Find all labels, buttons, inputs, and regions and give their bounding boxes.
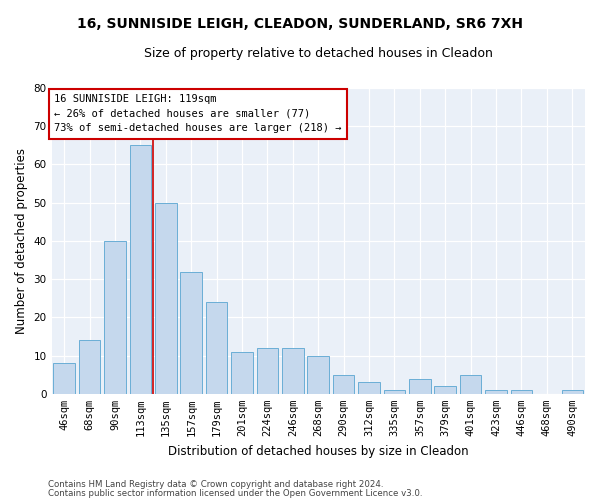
Bar — [155, 202, 176, 394]
Bar — [333, 374, 355, 394]
Bar — [53, 363, 75, 394]
Bar — [282, 348, 304, 394]
Bar — [104, 241, 126, 394]
Bar — [79, 340, 100, 394]
Bar — [206, 302, 227, 394]
Bar — [485, 390, 507, 394]
Text: Contains HM Land Registry data © Crown copyright and database right 2024.: Contains HM Land Registry data © Crown c… — [48, 480, 383, 489]
Bar — [383, 390, 405, 394]
Bar — [562, 390, 583, 394]
Bar — [434, 386, 456, 394]
X-axis label: Distribution of detached houses by size in Cleadon: Distribution of detached houses by size … — [168, 444, 469, 458]
Text: 16, SUNNISIDE LEIGH, CLEADON, SUNDERLAND, SR6 7XH: 16, SUNNISIDE LEIGH, CLEADON, SUNDERLAND… — [77, 18, 523, 32]
Text: 16 SUNNISIDE LEIGH: 119sqm
← 26% of detached houses are smaller (77)
73% of semi: 16 SUNNISIDE LEIGH: 119sqm ← 26% of deta… — [54, 94, 341, 134]
Bar — [511, 390, 532, 394]
Bar — [257, 348, 278, 394]
Title: Size of property relative to detached houses in Cleadon: Size of property relative to detached ho… — [144, 48, 493, 60]
Bar — [130, 146, 151, 394]
Bar — [409, 378, 431, 394]
Text: Contains public sector information licensed under the Open Government Licence v3: Contains public sector information licen… — [48, 489, 422, 498]
Y-axis label: Number of detached properties: Number of detached properties — [15, 148, 28, 334]
Bar — [460, 374, 481, 394]
Bar — [307, 356, 329, 394]
Bar — [358, 382, 380, 394]
Bar — [181, 272, 202, 394]
Bar — [231, 352, 253, 394]
